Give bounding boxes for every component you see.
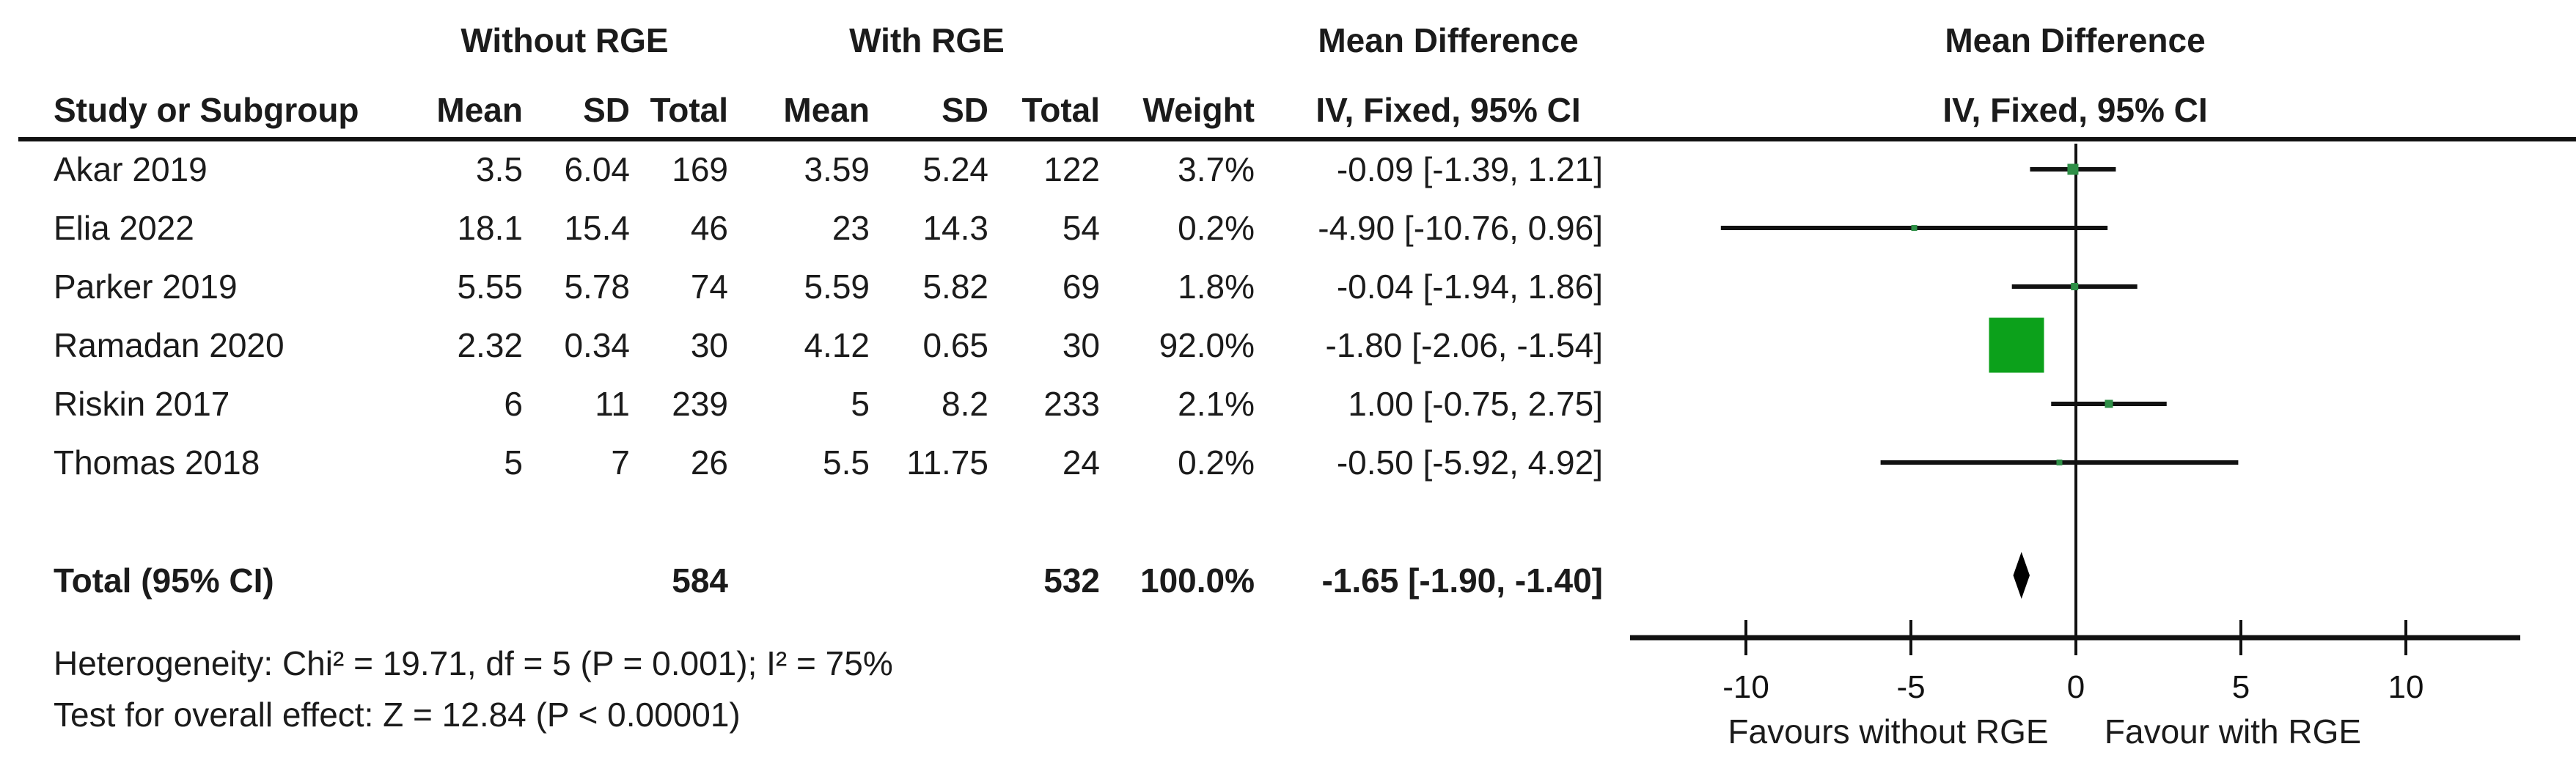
axis-label-favours-right: Favour with RGE: [2104, 712, 2362, 751]
summary-diamond: [2013, 552, 2030, 599]
column-header-total-with: Total: [1021, 91, 1100, 129]
column-group-mean-difference-left: Mean Difference: [1318, 21, 1579, 59]
total-weight: 100.0%: [1140, 561, 1255, 600]
plot-header-mean-difference: Mean Difference: [1945, 21, 2206, 59]
weight-value: 92.0%: [1159, 326, 1255, 364]
axis-tick-label: 0: [2067, 669, 2085, 705]
group-header-without-rge: Without RGE: [460, 21, 669, 59]
ci-text: 1.00 [-0.75, 2.75]: [1348, 385, 1603, 423]
ci-text: -0.09 [-1.39, 1.21]: [1336, 150, 1603, 188]
column-header-weight: Weight: [1142, 91, 1255, 129]
column-header-sd-with: SD: [942, 91, 988, 129]
column-header-ci-left: IV, Fixed, 95% CI: [1315, 91, 1581, 129]
column-header-total-without: Total: [650, 91, 728, 129]
column-header-sd-without: SD: [583, 91, 630, 129]
effect-square: [2105, 399, 2113, 408]
mean-without-value: 5.55: [457, 268, 523, 306]
sd-without-value: 5.78: [564, 268, 630, 306]
study-label: Ramadan 2020: [54, 326, 285, 364]
sd-with-value: 5.24: [922, 150, 988, 188]
effect-square: [1911, 225, 1918, 231]
sd-without-value: 15.4: [564, 209, 630, 247]
heterogeneity-note: Heterogeneity: Chi² = 19.71, df = 5 (P =…: [54, 644, 893, 682]
axis-tick-label: -5: [1896, 669, 1925, 705]
mean-with-value: 5: [851, 385, 870, 423]
total-without-value: 46: [690, 209, 728, 247]
weight-value: 0.2%: [1178, 209, 1255, 247]
mean-with-value: 3.59: [804, 150, 870, 188]
group-header-with-rge: With RGE: [849, 21, 1005, 59]
mean-with-value: 23: [832, 209, 870, 247]
effect-square: [2071, 283, 2079, 290]
total-with-value: 30: [1062, 326, 1100, 364]
mean-with-value: 5.5: [823, 443, 870, 482]
total-without-sum: 584: [672, 561, 728, 600]
mean-without-value: 5: [504, 443, 523, 482]
overall-effect-note: Test for overall effect: Z = 12.84 (P < …: [54, 696, 741, 734]
weight-value: 0.2%: [1178, 443, 1255, 482]
sd-with-value: 8.2: [942, 385, 988, 423]
study-label: Parker 2019: [54, 268, 238, 306]
sd-without-value: 7: [611, 443, 630, 482]
sd-with-value: 5.82: [922, 268, 988, 306]
total-with-value: 24: [1062, 443, 1100, 482]
axis-label-favours-left: Favours without RGE: [1728, 712, 2049, 751]
total-without-value: 74: [690, 268, 728, 306]
ci-text: -1.80 [-2.06, -1.54]: [1325, 326, 1603, 364]
mean-without-value: 3.5: [476, 150, 523, 188]
weight-value: 3.7%: [1178, 150, 1255, 188]
effect-square: [2067, 163, 2079, 175]
ci-text: -0.04 [-1.94, 1.86]: [1336, 268, 1603, 306]
column-header-mean-without: Mean: [436, 91, 523, 129]
sd-with-value: 11.75: [906, 443, 988, 482]
header-separator-line: [18, 137, 2576, 141]
effect-square: [2056, 460, 2063, 465]
ci-text: -0.50 [-5.92, 4.92]: [1336, 443, 1603, 482]
weight-value: 1.8%: [1178, 268, 1255, 306]
total-without-value: 169: [672, 150, 728, 188]
axis-tick-label: -10: [1722, 669, 1769, 705]
sd-without-value: 6.04: [564, 150, 630, 188]
ci-text: -4.90 [-10.76, 0.96]: [1318, 209, 1603, 247]
study-label: Akar 2019: [54, 150, 208, 188]
total-with-value: 69: [1062, 268, 1100, 306]
axis-tick-label: 5: [2232, 669, 2250, 705]
effect-square: [1989, 317, 2044, 373]
total-with-value: 54: [1062, 209, 1100, 247]
sd-without-value: 11: [595, 385, 630, 423]
mean-without-value: 6: [504, 385, 523, 423]
total-without-value: 30: [690, 326, 728, 364]
column-header-study: Study or Subgroup: [54, 91, 359, 129]
sd-without-value: 0.34: [564, 326, 630, 364]
total-ci-text: -1.65 [-1.90, -1.40]: [1321, 561, 1603, 600]
weight-value: 2.1%: [1178, 385, 1255, 423]
study-label: Thomas 2018: [54, 443, 260, 482]
total-without-value: 26: [690, 443, 728, 482]
mean-without-value: 18.1: [457, 209, 523, 247]
study-label: Riskin 2017: [54, 385, 230, 423]
total-without-value: 239: [672, 385, 728, 423]
axis-tick-label: 10: [2388, 669, 2424, 705]
total-row-label: Total (95% CI): [54, 561, 274, 600]
mean-with-value: 5.59: [804, 268, 870, 306]
plot-header-ci: IV, Fixed, 95% CI: [1942, 91, 2208, 129]
column-header-mean-with: Mean: [783, 91, 870, 129]
mean-with-value: 4.12: [804, 326, 870, 364]
sd-with-value: 0.65: [922, 326, 988, 364]
sd-with-value: 14.3: [922, 209, 988, 247]
study-label: Elia 2022: [54, 209, 194, 247]
total-with-sum: 532: [1043, 561, 1100, 600]
total-with-value: 122: [1043, 150, 1100, 188]
mean-without-value: 2.32: [457, 326, 523, 364]
total-with-value: 233: [1043, 385, 1100, 423]
